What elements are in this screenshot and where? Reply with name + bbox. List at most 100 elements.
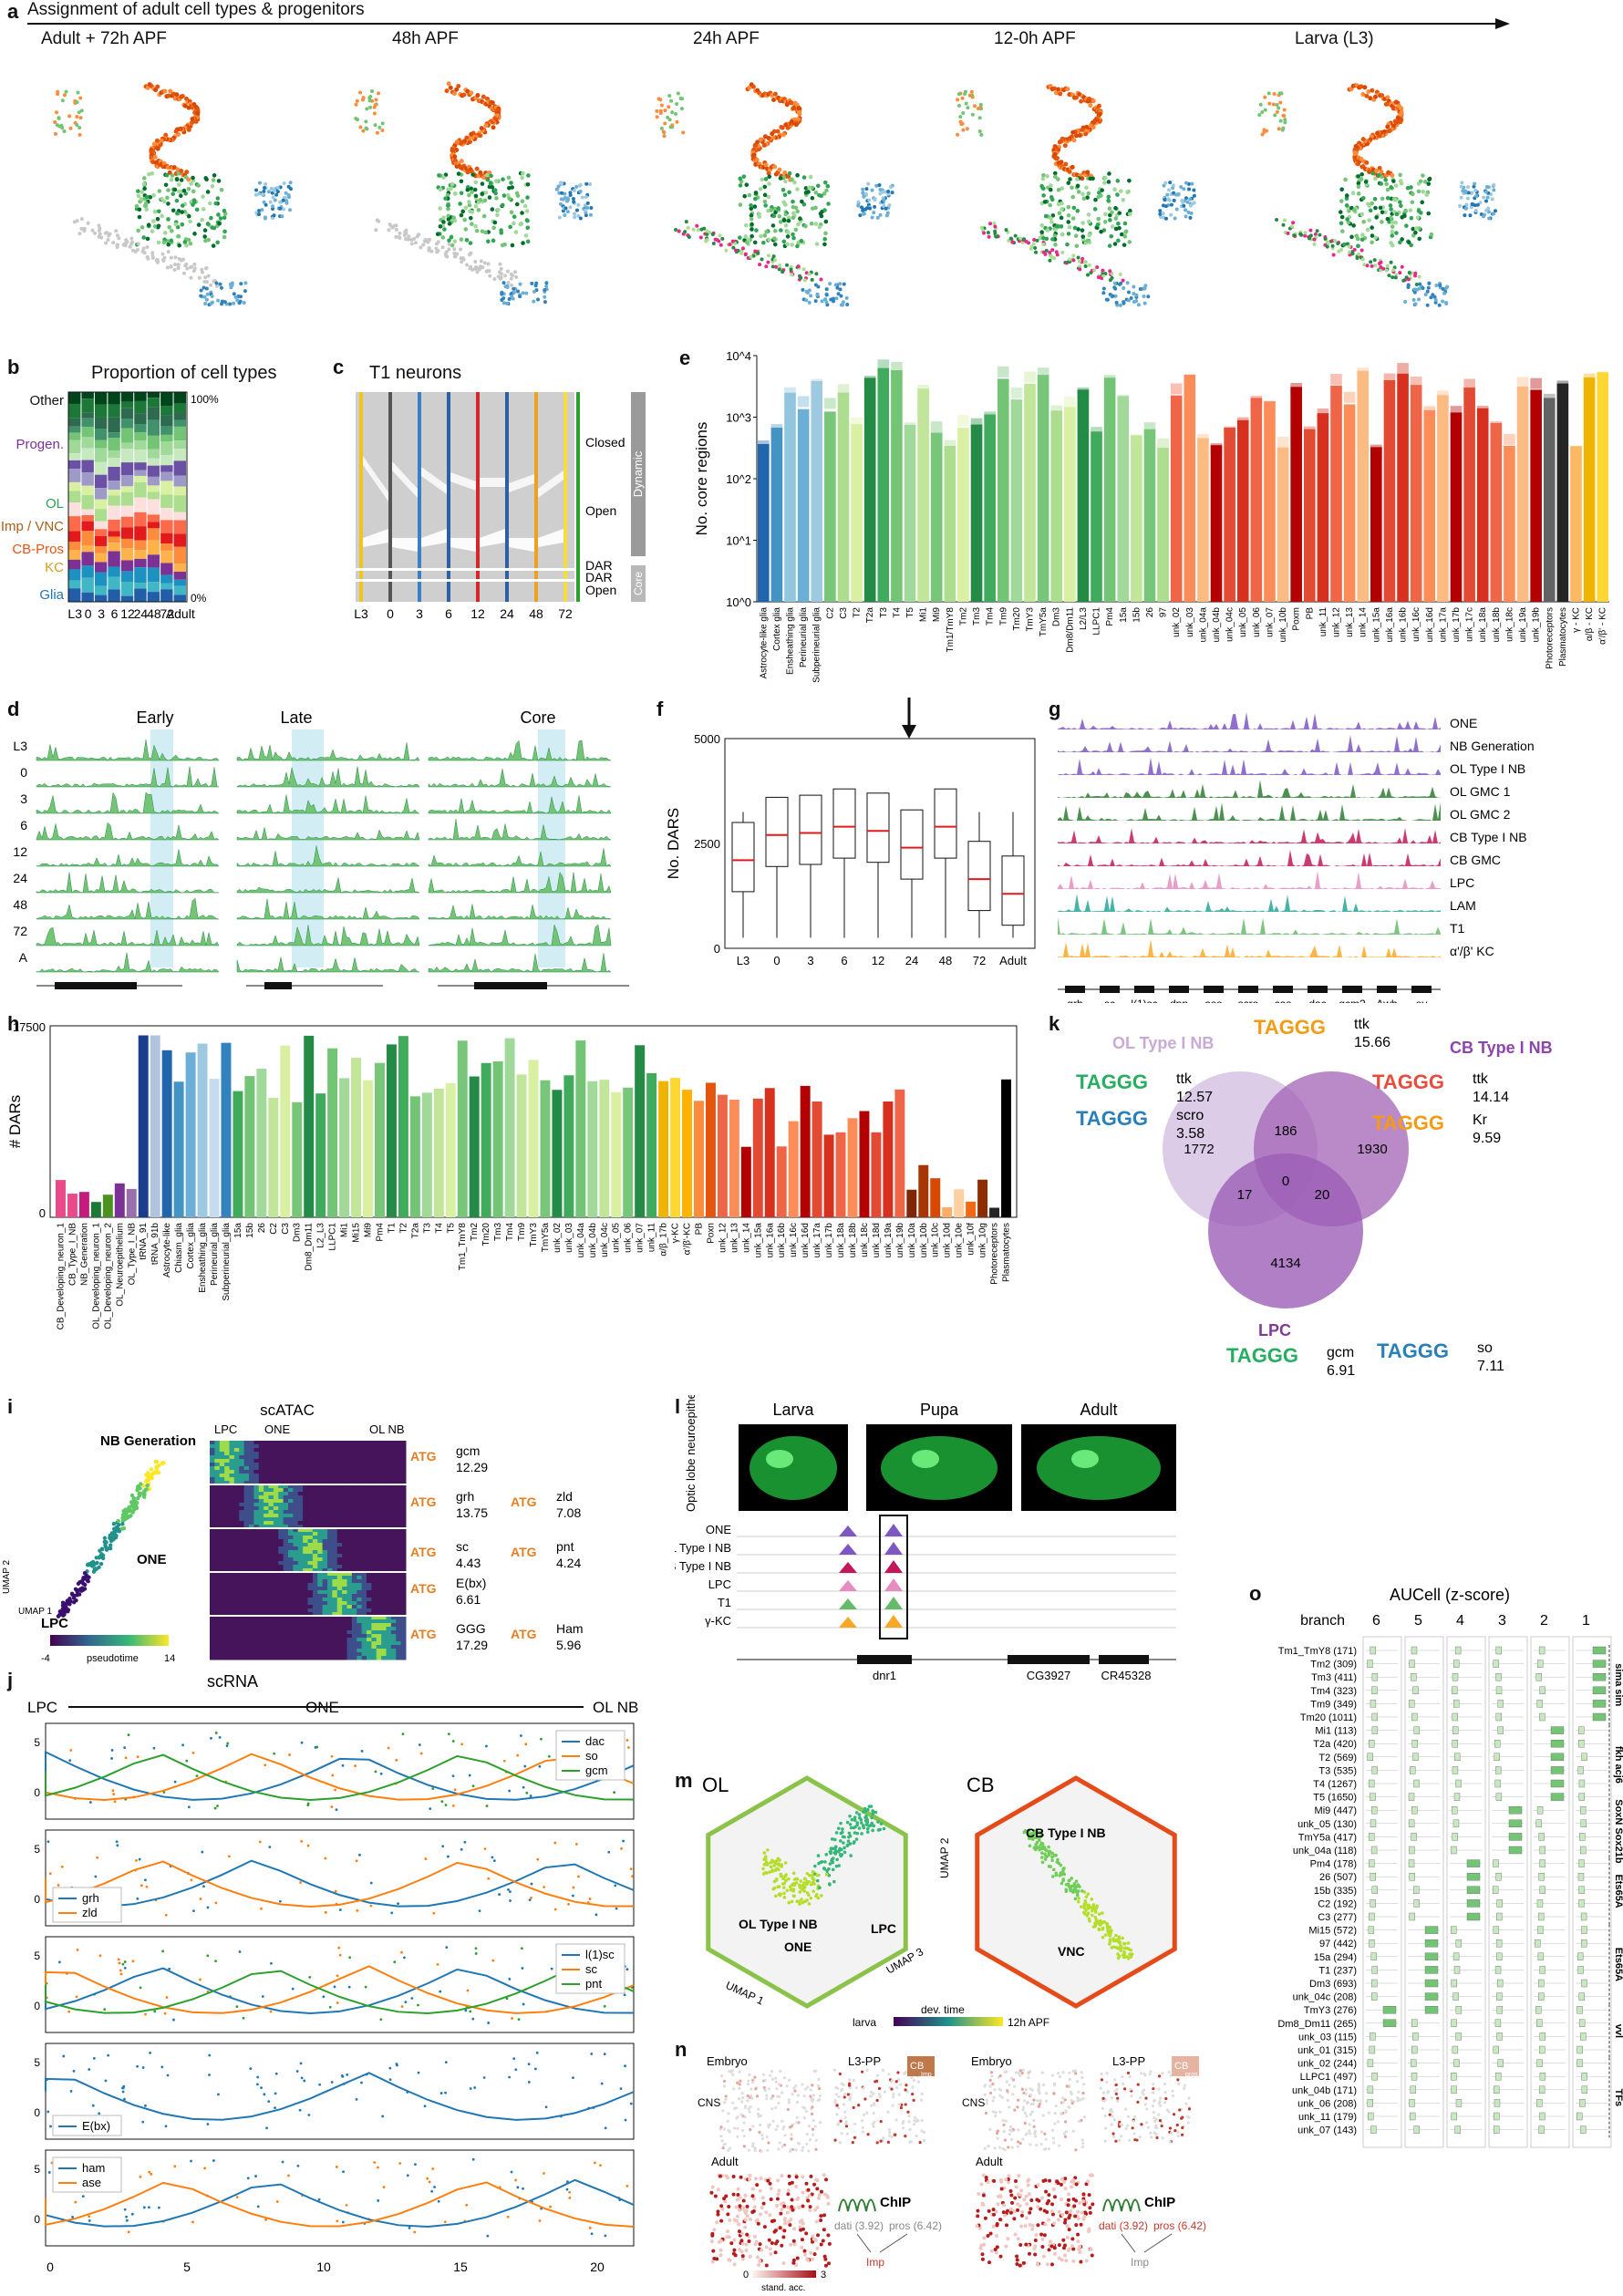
heatmap-cell	[253, 1448, 260, 1453]
umap-point	[1071, 138, 1077, 143]
umap-point	[1010, 240, 1015, 244]
umap-point	[444, 88, 450, 94]
heatmap-cell	[371, 1536, 377, 1540]
heatmap-cell	[268, 1517, 274, 1522]
heatmap-cell	[332, 1455, 338, 1460]
bar	[481, 1062, 491, 1217]
pseudotime-point	[139, 1482, 143, 1486]
umap-point	[749, 254, 753, 259]
umap-point	[139, 196, 144, 202]
umap-point	[215, 196, 221, 201]
umap-point	[481, 265, 485, 270]
heatmap-cell	[229, 1517, 235, 1522]
gene-label: dpn	[1170, 998, 1188, 1003]
heatmap-cell	[400, 1470, 407, 1474]
heatmap-cell	[288, 1525, 294, 1529]
heatmap-cell	[210, 1514, 215, 1518]
heatmap-cell	[268, 1474, 274, 1478]
umap-point	[785, 263, 790, 267]
umap-point	[162, 255, 167, 260]
umap-point	[1362, 263, 1367, 267]
bar	[1064, 407, 1076, 602]
x-tick-label: L2_L3	[316, 1223, 326, 1248]
umap-point	[1308, 236, 1312, 241]
y-axis-label: # DARs	[6, 1095, 24, 1149]
umap-point	[394, 234, 398, 239]
proportion-segment	[68, 580, 81, 589]
proportion-segment	[120, 428, 134, 443]
x-tick-label: Perineurial glia	[799, 607, 809, 668]
heatmap-cell	[322, 1492, 328, 1496]
umap-point	[479, 126, 484, 131]
heatmap-cell	[400, 1539, 407, 1544]
heatmap-cell	[288, 1448, 294, 1453]
heatmap-cell	[249, 1543, 254, 1547]
heatmap-cell	[396, 1550, 402, 1555]
heatmap-cell	[273, 1546, 279, 1551]
umap-point	[580, 195, 584, 200]
heatmap-cell	[283, 1492, 289, 1496]
umap-point	[1279, 91, 1284, 96]
heatmap-cell	[229, 1484, 235, 1489]
heatmap-cell	[297, 1470, 304, 1474]
umap-point	[720, 236, 725, 241]
umap-point	[486, 239, 491, 243]
heatmap-cell	[253, 1514, 260, 1518]
umap-point	[822, 191, 827, 196]
heatmap-cell	[327, 1481, 333, 1485]
bar	[1001, 1079, 1011, 1217]
umap-point	[427, 246, 431, 251]
x-tick-label: Mi9	[364, 1223, 374, 1238]
umap-point	[1277, 106, 1281, 110]
heatmap-cell	[224, 1532, 230, 1536]
heatmap-cell	[351, 1514, 357, 1518]
proportion-segment	[120, 516, 134, 528]
bar	[280, 1045, 291, 1217]
umap-point	[417, 233, 421, 237]
bar	[244, 1076, 255, 1217]
proportion-segment	[81, 418, 94, 428]
heatmap-cell	[342, 1532, 347, 1536]
umap-point	[578, 183, 583, 188]
heatmap-cell	[283, 1477, 289, 1482]
umap-point	[106, 238, 110, 243]
heatmap-cell	[210, 1539, 215, 1544]
heatmap-cell	[219, 1463, 225, 1467]
umap-point	[169, 238, 174, 243]
bar	[1037, 375, 1049, 602]
umap-point	[836, 292, 841, 296]
umap-point	[1066, 232, 1071, 236]
bar-overlay	[1383, 373, 1396, 385]
bar	[161, 1050, 172, 1217]
umap-point	[826, 202, 831, 206]
umap-point	[136, 242, 140, 246]
dynamic-bracket	[631, 392, 646, 556]
x-tick-label: unk_16d	[801, 1223, 811, 1257]
gene-body	[1169, 986, 1189, 993]
heatmap-cell	[224, 1488, 230, 1493]
heatmap-cell	[239, 1452, 245, 1456]
heatmap-cell	[239, 1466, 245, 1471]
heatmap-cell	[386, 1470, 392, 1474]
umap-point	[93, 231, 98, 235]
motif-logo: TAGGG	[1372, 1112, 1444, 1134]
umap-point	[763, 177, 769, 181]
proportion-frame	[67, 391, 188, 603]
heatmap-cell	[357, 1525, 363, 1529]
heatmap-cell	[297, 1528, 304, 1533]
pseudotime-point	[108, 1536, 112, 1540]
umap-point	[1394, 231, 1399, 235]
umap-point	[572, 188, 576, 192]
x-tick-label: γ - KC	[1571, 607, 1581, 633]
heatmap-cell	[312, 1506, 318, 1511]
umap-point	[1482, 214, 1486, 219]
heatmap-cell	[386, 1463, 392, 1467]
umap-point	[1344, 193, 1349, 198]
umap-point	[1275, 217, 1279, 222]
gene-body	[1308, 986, 1328, 993]
umap-point	[1092, 267, 1097, 272]
heatmap-cell	[273, 1543, 279, 1547]
bar-overlay	[984, 411, 996, 423]
heatmap-cell	[367, 1543, 372, 1547]
umap-point	[1367, 218, 1371, 222]
